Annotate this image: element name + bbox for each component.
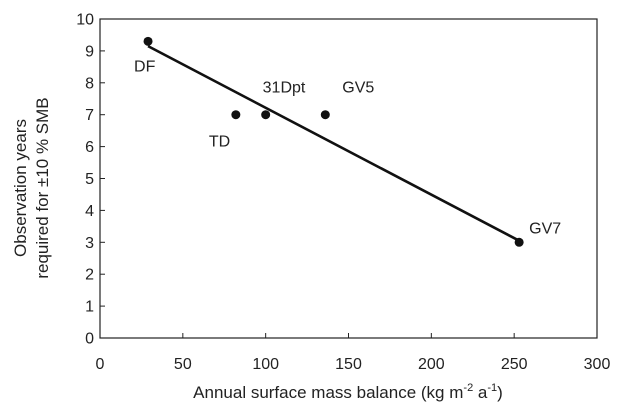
point-label: 31Dpt	[263, 80, 306, 97]
data-point	[143, 36, 153, 46]
x-axis-title-sup2: -1	[487, 382, 497, 394]
point-label: GV5	[342, 80, 374, 97]
x-axis-title: Annual surface mass balance (kg m-2 a-1)	[193, 382, 503, 402]
data-point	[320, 110, 330, 120]
y-tick-label: 0	[85, 331, 94, 348]
y-axis-ticks: 0 1 2 3 4 5 6 7 8 9 10	[76, 12, 105, 348]
data-points	[143, 36, 524, 247]
x-tick-label: 250	[501, 356, 528, 373]
plot-area	[99, 18, 598, 339]
y-axis-title-line1: Observation years	[11, 119, 30, 257]
y-axis-title-line2: required for ±10 % SMB	[33, 97, 52, 278]
y-tick-label: 10	[76, 12, 94, 29]
y-tick-label: 4	[85, 203, 94, 220]
x-axis-title-main: Annual surface mass balance (kg m	[193, 383, 463, 402]
y-tick-label: 7	[85, 107, 94, 124]
y-tick-label: 9	[85, 43, 94, 60]
point-labels: DF TD 31Dpt GV5 GV7	[134, 58, 561, 237]
data-point	[231, 110, 241, 120]
trendline	[147, 44, 520, 242]
y-tick-label: 1	[85, 299, 94, 316]
x-tick-label: 0	[96, 356, 105, 373]
x-tick-label: 100	[252, 356, 279, 373]
x-axis-ticks: 0 50 100 150 200 250 300	[96, 333, 611, 373]
plot-frame	[99, 18, 598, 339]
x-tick-label: 300	[584, 356, 611, 373]
point-label: GV7	[529, 220, 561, 237]
x-tick-label: 150	[335, 356, 362, 373]
point-label: DF	[134, 58, 156, 75]
point-label: TD	[209, 134, 230, 151]
x-tick-label: 50	[174, 356, 192, 373]
y-tick-label: 5	[85, 171, 94, 188]
data-point	[261, 110, 271, 120]
x-axis-title-mid: a	[473, 383, 488, 402]
x-axis-title-sup1: -2	[463, 382, 473, 394]
x-axis-title-end: )	[497, 383, 503, 402]
y-tick-label: 3	[85, 235, 94, 252]
y-tick-label: 2	[85, 267, 94, 284]
x-tick-label: 200	[418, 356, 445, 373]
y-tick-label: 6	[85, 139, 94, 156]
trendline-group	[147, 44, 520, 242]
data-point	[514, 237, 524, 247]
y-tick-label: 8	[85, 75, 94, 92]
